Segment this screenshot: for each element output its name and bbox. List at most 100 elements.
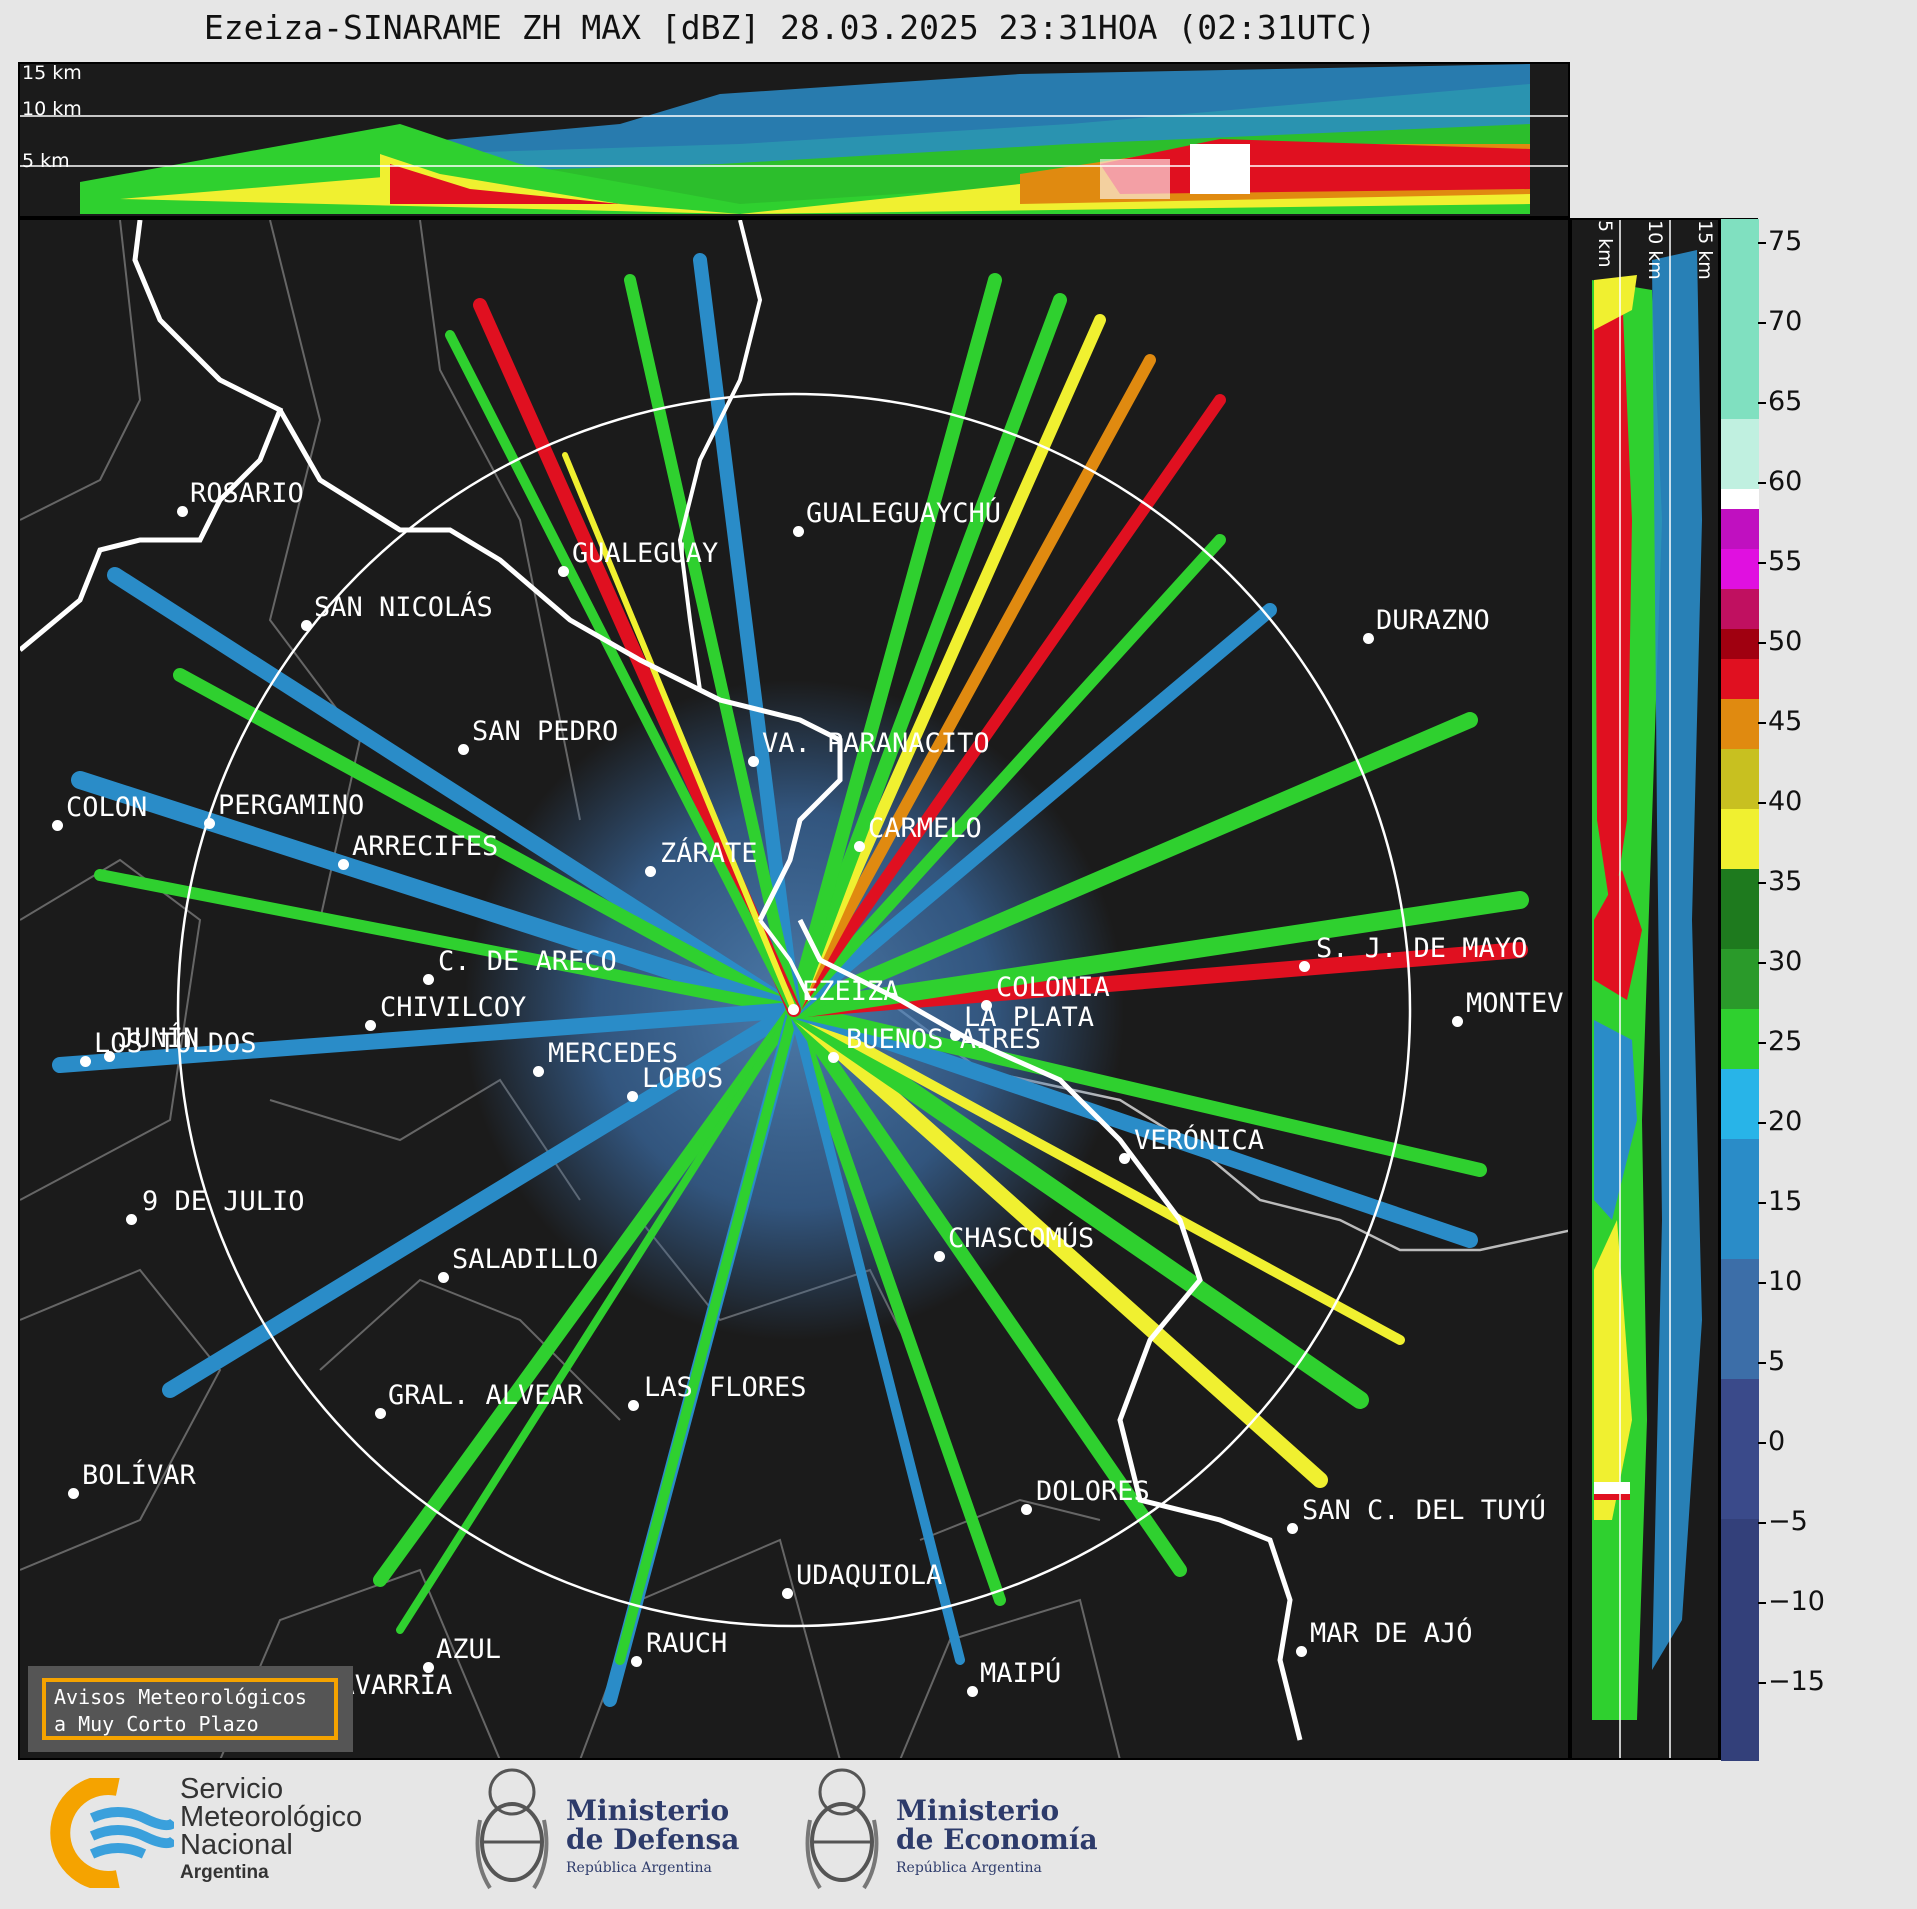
smn-line1: Servicio	[180, 1773, 284, 1805]
city-label-mercedes: MERCEDES	[548, 1038, 679, 1069]
avisos-box[interactable]: Avisos Meteorológicos a Muy Corto Plazo	[28, 1666, 353, 1752]
city-label-ezeiza: EZEIZA	[802, 976, 900, 1007]
km-label-15: 15 km	[22, 62, 82, 84]
city-dot-buenos-aires	[828, 1052, 839, 1063]
city-label-sj-de-mayo: S. J. DE MAYO	[1316, 933, 1528, 964]
city-label-las-flores: LAS FLORES	[644, 1372, 807, 1403]
city-dot-zarate	[645, 866, 656, 877]
colorbar-tick-15: 15	[1768, 1186, 1803, 1217]
city-label-rosario: ROSARIO	[190, 478, 304, 509]
city-label-maipu: MAIPÚ	[980, 1658, 1062, 1689]
city-label-san-nicolas: SAN NICOLÁS	[314, 592, 493, 623]
city-dot-mar-de-ajo	[1296, 1646, 1307, 1657]
city-dot-ezeiza	[788, 1004, 799, 1015]
city-dot-lobos	[627, 1091, 638, 1102]
colorbar-tick-65: 65	[1768, 386, 1803, 417]
city-dot-junin	[104, 1051, 115, 1062]
side-cross-section-plot	[1592, 220, 1702, 1758]
colorbar-tick-30: 30	[1768, 946, 1803, 977]
side-cross-section: 5 km 10 km 15 km	[1570, 218, 1720, 1760]
defensa-line1: Ministerio	[566, 1794, 730, 1827]
city-label-gral-alvear: GRAL. ALVEAR	[388, 1380, 584, 1411]
city-label-chascomus: CHASCOMÚS	[948, 1223, 1095, 1254]
km-label-10: 10 km	[22, 98, 82, 120]
city-label-mar-de-ajo: MAR DE AJÓ	[1310, 1618, 1473, 1649]
economia-line1: Ministerio	[896, 1794, 1060, 1827]
city-label-arrecifes: ARRECIFES	[352, 831, 499, 862]
colorbar-tick-20: 20	[1768, 1106, 1803, 1137]
city-dot-montev	[1452, 1016, 1463, 1027]
km-label-side-5: 5 km	[1594, 220, 1616, 268]
city-label-pergamino: PERGAMINO	[218, 790, 365, 821]
colorbar-tick-50: 50	[1768, 626, 1803, 657]
colorbar-tick-75: 75	[1768, 226, 1803, 257]
top-cross-section: 15 km 10 km 5 km	[18, 62, 1570, 218]
economia-line3: República Argentina	[896, 1860, 1042, 1876]
colorbar-tick-10: 10	[1768, 1266, 1803, 1297]
city-dot-durazno	[1363, 633, 1374, 644]
ministerio-defensa-logo: Ministerio de Defensa República Argentin…	[566, 1796, 739, 1883]
smn-line4: Argentina	[180, 1862, 269, 1883]
km-label-5: 5 km	[22, 150, 70, 172]
avisos-line1: Avisos Meteorológicos	[54, 1685, 307, 1709]
city-dot-rauch	[631, 1656, 642, 1667]
city-dot-colon	[52, 820, 63, 831]
city-label-saladillo: SALADILLO	[452, 1244, 599, 1275]
city-label-gualeguaychu: GUALEGUAYCHÚ	[806, 498, 1002, 529]
city-dot-carmelo	[854, 841, 865, 852]
city-label-azul: AZUL	[436, 1634, 502, 1665]
city-dot-gral-alvear	[375, 1408, 386, 1419]
city-label-dolores: DOLORES	[1036, 1476, 1150, 1507]
avisos-line2: a Muy Corto Plazo	[54, 1712, 259, 1736]
city-label-lobos: LOBOS	[642, 1063, 724, 1094]
economia-line2: de Economía	[896, 1823, 1098, 1856]
city-dot-gualeguaychu	[793, 526, 804, 537]
city-label-rauch: RAUCH	[646, 1628, 728, 1659]
smn-line2: Meteorológico	[180, 1801, 363, 1833]
city-label-zarate: ZÁRATE	[660, 838, 758, 869]
colorbar-tick-minus10: −10	[1768, 1586, 1825, 1617]
city-dot-chascomus	[934, 1251, 945, 1262]
colorbar-tick-40: 40	[1768, 786, 1803, 817]
city-dot-maipu	[967, 1686, 978, 1697]
colorbar-tick-70: 70	[1768, 306, 1803, 337]
city-label-durazno: DURAZNO	[1376, 605, 1490, 636]
city-dot-mercedes	[533, 1066, 544, 1077]
city-label-montev: MONTEV	[1466, 988, 1564, 1019]
avisos-link[interactable]: Avisos Meteorológicos a Muy Corto Plazo	[42, 1678, 338, 1740]
radar-map-plot	[20, 220, 1568, 1758]
city-dot-azul	[423, 1662, 434, 1673]
city-label-colon: COLON	[66, 792, 148, 823]
argentina-coat-of-arms-icon-2	[805, 1768, 879, 1890]
city-label-buenos-aires: BUENOS AIRES	[846, 1024, 1042, 1055]
city-label-carmelo: CARMELO	[868, 813, 982, 844]
city-label-san-c-del-tuyu: SAN C. DEL TUYÚ	[1302, 1495, 1546, 1526]
top-cross-section-plot	[20, 64, 1568, 214]
city-dot-sj-de-mayo	[1299, 961, 1310, 972]
smn-line3: Nacional	[180, 1829, 293, 1861]
colorbar-scale	[1721, 219, 1759, 1761]
city-dot-saladillo	[438, 1272, 449, 1283]
city-dot-la-plata	[950, 1030, 961, 1041]
city-dot-san-pedro	[458, 744, 469, 755]
city-dot-dolores	[1021, 1504, 1032, 1515]
colorbar	[1720, 218, 1759, 1761]
colorbar-tick-55: 55	[1768, 546, 1803, 577]
colorbar-tick-0: 0	[1768, 1426, 1786, 1457]
city-dot-bolivar	[68, 1488, 79, 1499]
city-dot-san-c-del-tuyu	[1287, 1523, 1298, 1534]
radar-map: ROSARIO GUALEGUAYCHÚ GUALEGUAY SAN NICOL…	[18, 218, 1570, 1760]
smn-logo-text: Servicio Meteorológico Nacional Argentin…	[180, 1775, 362, 1887]
km-label-side-15: 15 km	[1694, 220, 1716, 280]
city-dot-9-de-julio	[126, 1214, 137, 1225]
city-dot-pergamino	[204, 818, 215, 829]
colorbar-tick-25: 25	[1768, 1026, 1803, 1057]
colorbar-tick-5: 5	[1768, 1346, 1786, 1377]
colorbar-tick-35: 35	[1768, 866, 1803, 897]
colorbar-tick-minus5: −5	[1768, 1506, 1808, 1537]
city-label-los-toldos: LOS TOLDOS	[94, 1028, 257, 1059]
city-dot-las-flores	[628, 1400, 639, 1411]
ministerio-economia-logo: Ministerio de Economía República Argenti…	[896, 1796, 1098, 1883]
smn-logo-icon	[50, 1778, 174, 1888]
city-dot-los-toldos	[80, 1056, 91, 1067]
